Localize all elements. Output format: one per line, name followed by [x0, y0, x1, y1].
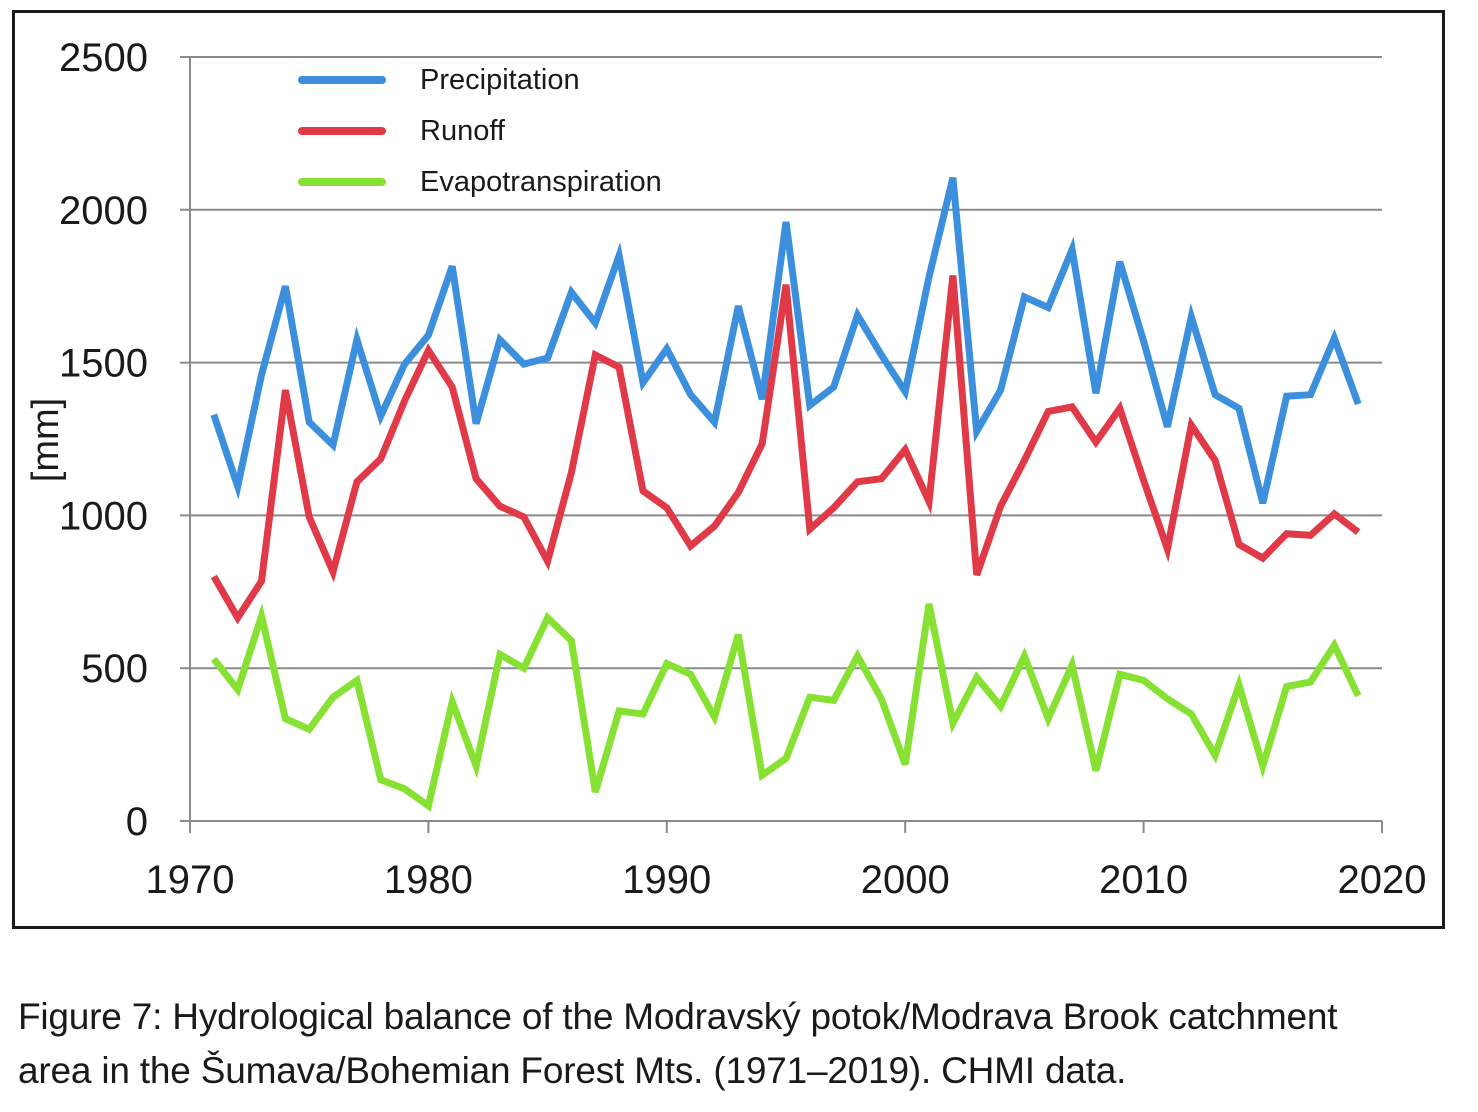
axes: 0 500 1000 1500 2000 2500 1970 1980 1990 2000 2010…	[59, 36, 1426, 902]
x-tick-label-1970: 1970	[146, 858, 235, 902]
chart-frame	[12, 10, 1445, 929]
series-line-evapotranspiration	[211, 603, 1362, 812]
caption-line-1: Figure 7: Hydrological balance of the Mo…	[18, 996, 1338, 1037]
caption-line-2: area in the Šumava/Bohemian Forest Mts. …	[18, 1050, 1127, 1091]
x-tick-label-1980: 1980	[384, 858, 473, 902]
legend-label-evapotranspiration: Evapotranspiration	[420, 166, 662, 198]
x-tick-label-2010: 2010	[1099, 858, 1188, 902]
legend-label-runoff: Runoff	[420, 115, 506, 147]
legend: Precipitation Runoff Evapotranspiration	[298, 64, 662, 198]
y-tick-label-2000: 2000	[59, 189, 148, 233]
y-tick-label-0: 0	[126, 800, 148, 844]
x-tick-label-1990: 1990	[622, 858, 711, 902]
y-tick-label-500: 500	[81, 647, 148, 691]
y-tick-label-2500: 2500	[59, 36, 148, 80]
hydrological-balance-chart: 0 500 1000 1500 2000 2500 1970 1980 1990 2000 2010…	[25, 36, 1426, 902]
series-line-runoff	[210, 275, 1361, 625]
y-tick-label-1500: 1500	[59, 342, 148, 386]
x-tick-label-2000: 2000	[861, 858, 950, 902]
figure-caption: Figure 7: Hydrological balance of the Mo…	[18, 990, 1458, 1098]
legend-label-precipitation: Precipitation	[420, 64, 580, 96]
y-axis-label: [mm]	[25, 398, 67, 482]
series-lines	[210, 176, 1362, 812]
series-line-precipitation	[210, 176, 1362, 505]
y-tick-label-1000: 1000	[59, 494, 148, 538]
x-tick-label-2020: 2020	[1338, 858, 1427, 902]
